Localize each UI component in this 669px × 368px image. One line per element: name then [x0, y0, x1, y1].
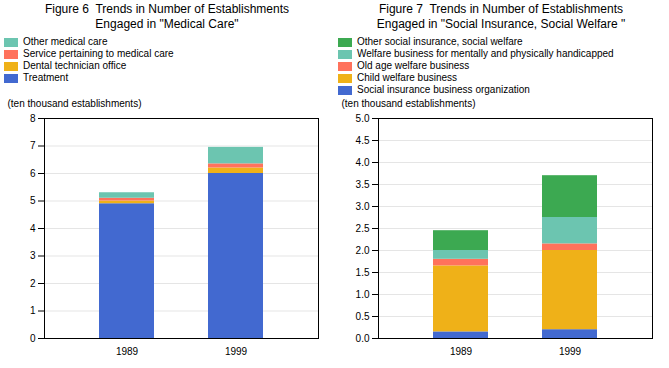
html-text:Engaged in "Social Insurance,: Engaged in "Social Insurance, Social Wel… — [376, 17, 626, 31]
svg-text:1989: 1989 — [450, 346, 473, 357]
html-text:Other social insurance, social: Other social insurance, social welfare — [357, 36, 523, 47]
html-text:Treatment: Treatment — [23, 72, 69, 83]
html-text:Old age welfare business: Old age welfare business — [357, 60, 470, 71]
svg-text:1989: 1989 — [116, 346, 139, 357]
svg-text:0.0: 0.0 — [356, 333, 370, 344]
svg-text:2: 2 — [30, 278, 36, 289]
html-text:Engaged in "Medical Care": Engaged in "Medical Care" — [95, 17, 239, 31]
svg-text:1.5: 1.5 — [356, 267, 370, 278]
svg-text:0.5: 0.5 — [356, 311, 370, 322]
html-text:Social insurance business orga: Social insurance business organization — [357, 84, 530, 95]
svg-text:2.5: 2.5 — [356, 223, 370, 234]
html-text:Service pertaining to medical: Service pertaining to medical care — [23, 48, 174, 59]
svg-text:3.0: 3.0 — [356, 201, 370, 212]
svg-text:1999: 1999 — [225, 346, 248, 357]
svg-text:0: 0 — [30, 333, 36, 344]
html-text:Figure 7 Trends in Number of E: Figure 7 Trends in Number of Establishme… — [378, 2, 623, 16]
svg-text:3.5: 3.5 — [356, 179, 370, 190]
html-text:Welfare business for mentally: Welfare business for mentally and physic… — [357, 48, 614, 59]
svg-text:2.0: 2.0 — [356, 245, 370, 256]
svg-text:(ten thousand establishments): (ten thousand establishments) — [8, 98, 142, 109]
svg-text:8: 8 — [30, 113, 36, 124]
svg-text:6: 6 — [30, 168, 36, 179]
svg-text:1: 1 — [30, 305, 36, 316]
svg-text:4: 4 — [30, 223, 36, 234]
html-text:Dental technician office: Dental technician office — [23, 60, 127, 71]
html-text:Figure 6 Trends in Number of E: Figure 6 Trends in Number of Establishme… — [44, 2, 289, 16]
svg-text:5: 5 — [30, 195, 36, 206]
svg-text:1999: 1999 — [559, 346, 582, 357]
svg-text:(ten thousand establishments): (ten thousand establishments) — [342, 98, 476, 109]
svg-text:5.0: 5.0 — [356, 113, 370, 124]
html-text:Other medical care: Other medical care — [23, 36, 108, 47]
svg-text:3: 3 — [30, 250, 36, 261]
svg-text:7: 7 — [30, 140, 36, 151]
svg-text:1.0: 1.0 — [356, 289, 370, 300]
svg-text:4.5: 4.5 — [356, 135, 370, 146]
svg-text:4.0: 4.0 — [356, 157, 370, 168]
html-text:Child welfare business: Child welfare business — [357, 72, 458, 83]
